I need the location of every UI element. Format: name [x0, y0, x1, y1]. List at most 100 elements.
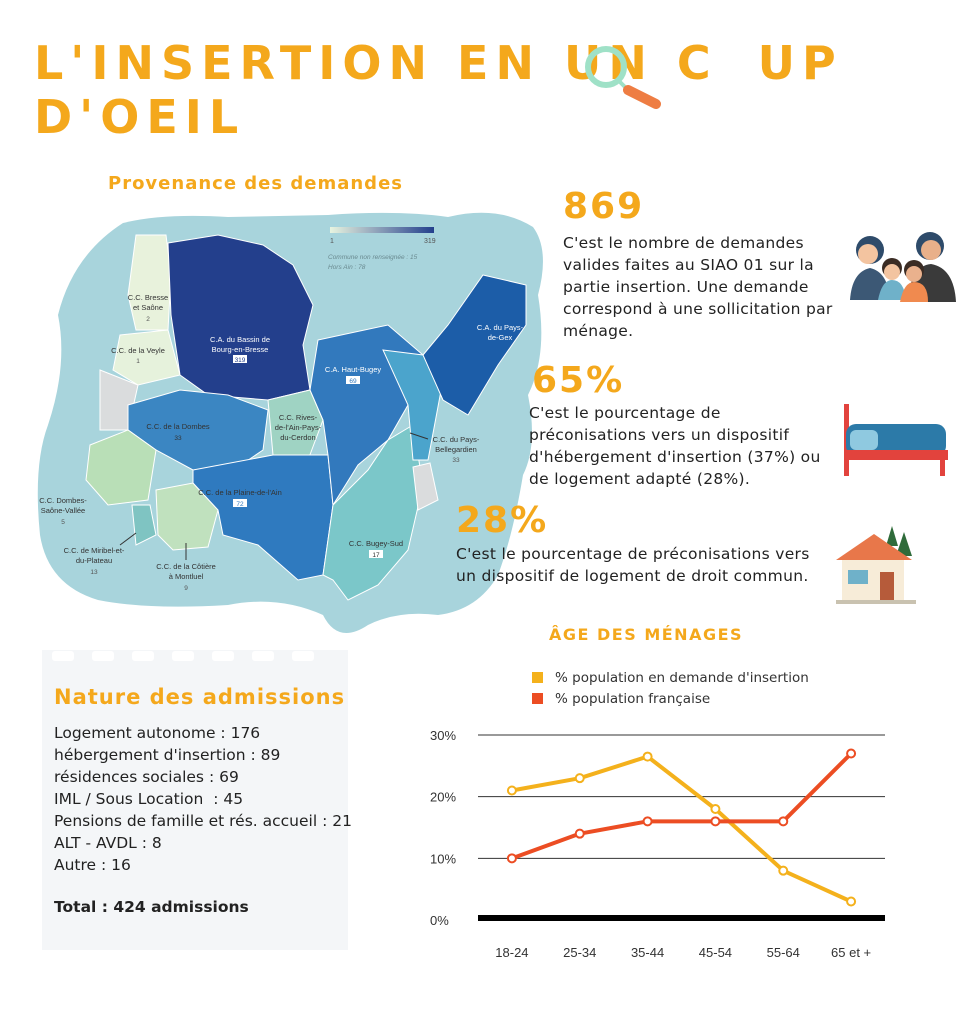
- x-tick-label: 65 et +: [831, 945, 871, 960]
- map-note-unknown: Commune non renseignée : 15: [328, 254, 418, 261]
- svg-text:5: 5: [61, 519, 65, 526]
- data-point: [710, 816, 721, 827]
- region-bugey-sud: [322, 424, 424, 601]
- region-plaine-ain: [192, 454, 334, 581]
- svg-text:72: 72: [236, 501, 244, 508]
- data-point: [642, 751, 653, 762]
- svg-text:de-Gex: de-Gex: [488, 333, 513, 342]
- svg-text:et Saône: et Saône: [133, 303, 163, 312]
- stat-requests-value: 869: [563, 186, 645, 227]
- region-bassin-bourg: [167, 234, 314, 401]
- data-point: [846, 896, 857, 907]
- x-tick-label: 18-24: [495, 945, 528, 960]
- label-pays-gex: C.A. du Pays-: [477, 323, 524, 332]
- title-line2: D'OEIL: [34, 90, 246, 144]
- legend-item: % population française: [532, 691, 710, 707]
- label-dombes: C.C. de la Dombes: [146, 422, 210, 431]
- map-note-outside: Hors Ain : 78: [328, 264, 366, 271]
- series-line-2: [511, 752, 853, 861]
- admissions-total: Total : 424 admissions: [54, 898, 249, 916]
- label-pays-bellegardien: C.C. du Pays-: [433, 435, 480, 444]
- data-point: [778, 816, 789, 827]
- bed-icon: [844, 404, 948, 476]
- region-pays-gex: [422, 274, 527, 416]
- legend-label-population: % population française: [555, 691, 711, 707]
- svg-text:9: 9: [184, 585, 188, 592]
- label-plaine-ain: C.C. de la Plaine-de-l'Ain: [198, 488, 282, 497]
- legend-item: % population en demande d'insertion: [532, 670, 809, 686]
- stat-common-text: C'est le pourcentage de préconisations v…: [456, 545, 810, 585]
- svg-text:33: 33: [452, 457, 460, 464]
- data-point: [846, 748, 857, 759]
- family-icon: [850, 232, 956, 302]
- label-bresse-saone: C.C. Bresse: [128, 293, 168, 302]
- region-veyle: [112, 329, 181, 386]
- data-point: [710, 804, 721, 814]
- house-icon: [836, 526, 916, 604]
- svg-text:Bellegardien: Bellegardien: [435, 445, 477, 454]
- map-scale-bar: [330, 227, 434, 233]
- map-scale-max: 319: [424, 238, 436, 245]
- origin-map: 1 319 Commune non renseignée : 15 Hors A…: [37, 212, 543, 633]
- label-bassin-bourg: C.A. du Bassin de: [210, 335, 270, 344]
- series-line-1: [511, 754, 852, 904]
- data-point: [642, 816, 653, 827]
- label-miribel: C.C. de Miribel-et-: [64, 546, 125, 555]
- y-tick-label: 10%: [430, 851, 456, 866]
- title-line1: L'INSERTION EN UN COUP: [34, 36, 843, 90]
- label-haut-bugey: C.A. Haut-Bugey: [325, 365, 382, 374]
- svg-text:de-l'Ain-Pays-: de-l'Ain-Pays-: [275, 423, 322, 432]
- legend-swatch-demand: [532, 672, 543, 683]
- svg-text:Saône-Vallée: Saône-Vallée: [41, 506, 85, 515]
- svg-text:69: 69: [349, 378, 357, 385]
- svg-text:33: 33: [174, 435, 182, 442]
- list-item: résidences sociales : 69: [54, 768, 239, 786]
- svg-text:à Montluel: à Montluel: [169, 572, 204, 581]
- x-tick-label: 25-34: [563, 945, 596, 960]
- stat-housing-pct: 65%: [532, 360, 625, 401]
- stat-requests-text: C'est le nombre de demandes valides fait…: [563, 234, 833, 340]
- title-ring-letter: O: [718, 36, 758, 90]
- svg-text:1: 1: [136, 358, 140, 365]
- svg-text:du-Cerdon: du-Cerdon: [280, 433, 315, 442]
- stat-housing-text: C'est le pourcentage de préconisations v…: [529, 404, 821, 488]
- admissions-title: Nature des admissions: [54, 685, 346, 709]
- age-line-chart: 30% 20% 10% 0% 18-24 25-34 35-44 45-54 55-64 65 e…: [430, 728, 885, 960]
- data-point: [574, 828, 585, 839]
- x-tick-label: 45-54: [699, 945, 732, 960]
- y-tick-label: 20%: [430, 790, 456, 805]
- x-tick-label: 55-64: [767, 945, 800, 960]
- list-item: Logement autonome : 176: [54, 724, 261, 742]
- y-tick-label: 0%: [430, 913, 449, 928]
- legend-label-demand: % population en demande d'insertion: [555, 670, 809, 686]
- region-unknown-east: [412, 462, 439, 511]
- admissions-card: [42, 650, 348, 950]
- list-item: ALT - AVDL : 8: [54, 834, 162, 852]
- svg-text:13: 13: [90, 569, 98, 576]
- page-title: L'INSERTION EN UN COUP D'OEIL: [34, 36, 843, 144]
- legend-swatch-population: [532, 693, 543, 704]
- label-rives-ain: C.C. Rives-: [279, 413, 318, 422]
- svg-text:2: 2: [146, 316, 150, 323]
- list-item: Autre : 16: [54, 856, 131, 874]
- admissions-list: Logement autonome : 176 hébergement d'in…: [54, 722, 352, 876]
- list-item: IML / Sous Location : 45: [54, 790, 244, 808]
- stat-common-pct: 28%: [456, 500, 549, 541]
- region-dombes-saone-vallee: [85, 429, 157, 506]
- data-point: [778, 865, 789, 876]
- svg-text:Bourg-en-Bresse: Bourg-en-Bresse: [212, 345, 269, 354]
- y-tick-label: 30%: [430, 728, 456, 743]
- data-point: [506, 853, 517, 864]
- label-bugey-sud: C.C. Bugey-Sud: [349, 539, 403, 548]
- region-rives-ain: [267, 389, 324, 461]
- notebook-holes: [52, 651, 314, 661]
- label-cotiere: C.C. de la Côtière: [156, 562, 216, 571]
- map-title: Provenance des demandes: [108, 173, 403, 194]
- list-item: Pensions de famille et rés. accueil : 21: [54, 812, 352, 830]
- x-tick-label: 35-44: [631, 945, 664, 960]
- region-miribel: [131, 504, 157, 546]
- map-scale-min: 1: [330, 238, 334, 245]
- svg-text:17: 17: [372, 552, 380, 559]
- svg-text:du-Plateau: du-Plateau: [76, 556, 112, 565]
- list-item: hébergement d'insertion : 89: [54, 746, 281, 764]
